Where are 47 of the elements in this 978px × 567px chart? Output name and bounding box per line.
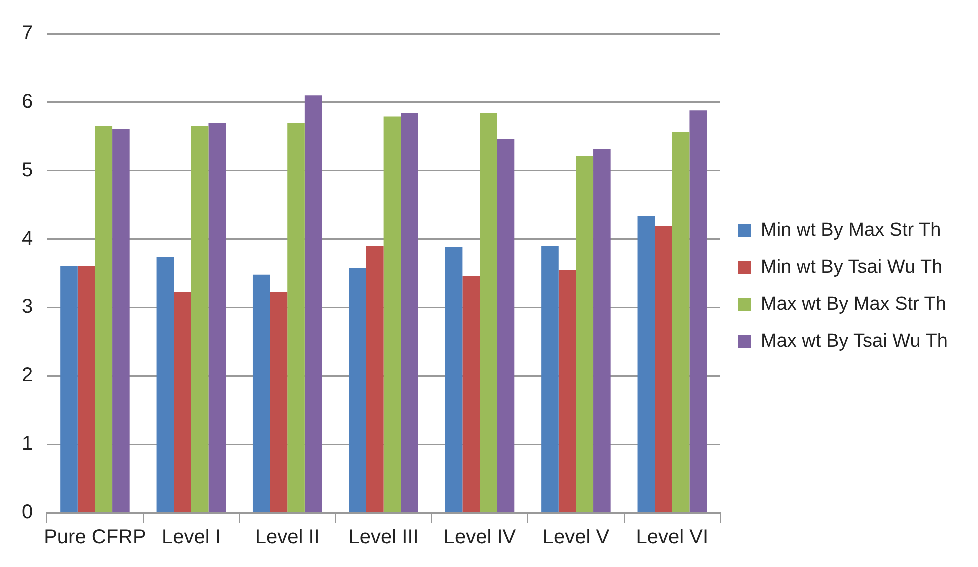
y-tick-label: 4 — [22, 228, 34, 250]
bar — [156, 257, 174, 512]
bar — [304, 96, 322, 512]
y-tick-label: 0 — [22, 502, 34, 524]
x-tick-label: Level II — [255, 526, 320, 549]
bar — [558, 270, 576, 512]
y-tick-label: 5 — [22, 159, 34, 182]
bar — [655, 226, 672, 512]
bar — [366, 246, 384, 512]
bar — [112, 129, 130, 512]
bar — [95, 126, 113, 512]
y-tick-label: 7 — [22, 22, 34, 45]
y-tick-label: 2 — [22, 364, 34, 387]
bar — [672, 132, 690, 512]
legend-label: Max wt By Tsai Wu Th — [761, 331, 948, 352]
bar — [542, 246, 559, 512]
y-tick-label: 1 — [22, 433, 34, 456]
bar — [594, 148, 611, 512]
bar — [445, 247, 463, 512]
x-tick-label: Level IV — [444, 526, 517, 549]
bar — [60, 266, 78, 512]
bar — [576, 156, 594, 512]
bar — [270, 292, 288, 512]
bar — [208, 122, 226, 512]
bar — [638, 216, 656, 512]
bar — [174, 292, 192, 512]
x-tick-label: Level VI — [636, 526, 709, 549]
bar — [349, 268, 366, 512]
bar — [384, 116, 402, 512]
bar — [252, 274, 270, 512]
bar — [497, 139, 515, 512]
bar — [401, 113, 418, 512]
x-tick-label: Level I — [162, 526, 221, 549]
bar — [480, 113, 498, 512]
legend-label: Min wt By Tsai Wu Th — [761, 257, 943, 278]
bar — [690, 110, 708, 512]
bar — [288, 122, 305, 512]
bar — [191, 126, 209, 512]
bar — [462, 276, 480, 512]
y-tick-label: 6 — [22, 90, 34, 113]
bar — [78, 266, 96, 512]
x-tick-label: Pure CFRP — [44, 526, 146, 549]
x-tick-label: Level III — [348, 526, 419, 549]
legend-label: Min wt By Max Str Th — [761, 220, 942, 242]
legend-label: Max wt By Max Str Th — [761, 294, 946, 316]
x-tick-label: Level V — [542, 526, 610, 549]
y-tick-label: 3 — [22, 296, 34, 318]
